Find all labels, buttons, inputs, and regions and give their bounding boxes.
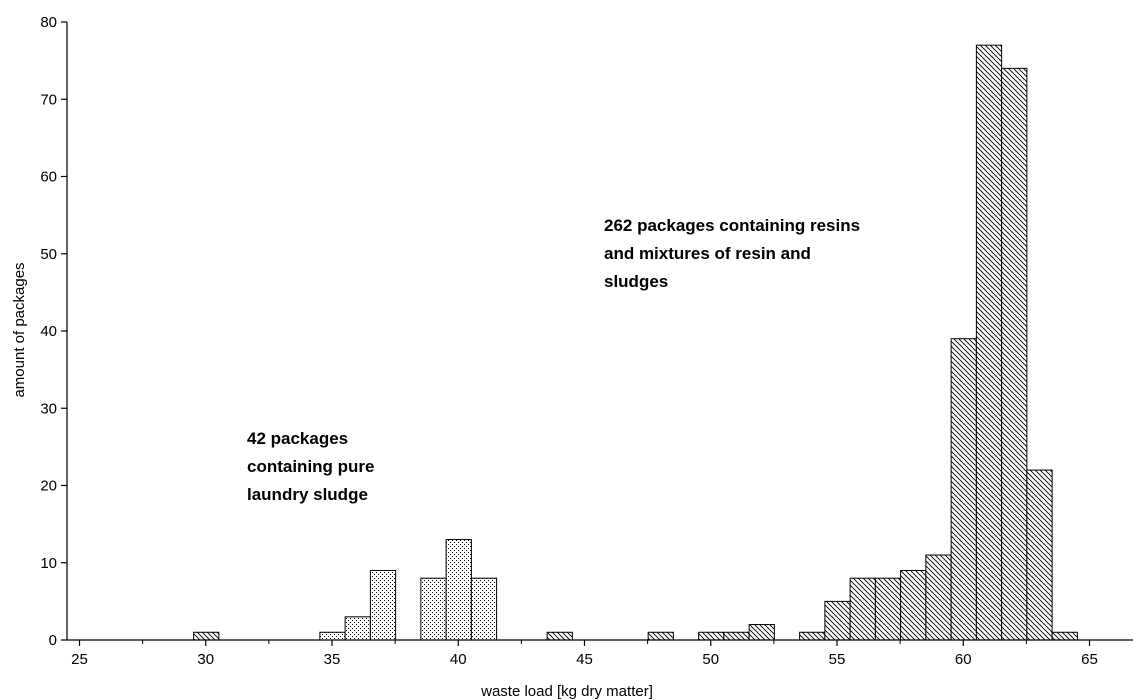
x-tick-label: 50 (702, 651, 719, 668)
y-tick-label: 50 (40, 246, 57, 263)
bar-dotted (445, 539, 472, 641)
y-tick-label: 80 (40, 14, 57, 31)
y-tick-label: 70 (40, 91, 57, 108)
bar-hatched (925, 554, 952, 641)
bar-hatched (824, 600, 851, 641)
bar-dotted (369, 569, 397, 641)
bar-hatched (849, 577, 876, 641)
annotation-line: laundry sludge (247, 485, 368, 504)
bar-dotted (319, 631, 346, 641)
bar-hatched (1001, 67, 1028, 641)
x-axis-title: waste load [kg dry matter] (480, 683, 653, 700)
annotation-line: sludges (604, 272, 668, 291)
y-tick-label: 60 (40, 169, 57, 186)
y-tick-label: 0 (49, 632, 57, 649)
bars-layer (193, 44, 1078, 641)
y-axis-ticks: 0 10 20 30 40 50 60 70 80 (40, 14, 67, 649)
bar-hatched (950, 338, 977, 641)
x-axis-ticks: 25 30 35 40 45 50 55 60 65 (71, 640, 1098, 668)
bar-hatched (723, 631, 750, 641)
bar-hatched (975, 44, 1003, 641)
y-tick-label: 40 (40, 323, 57, 340)
bar-hatched (193, 631, 220, 641)
bar-hatched (546, 631, 573, 641)
bar-hatched (1026, 469, 1053, 641)
bar-dotted (470, 577, 498, 641)
annotation-laundry-sludge: 42 packages containing pure laundry slud… (247, 429, 375, 504)
x-tick-label: 35 (324, 651, 341, 668)
bar-hatched (698, 631, 725, 641)
bar-hatched (647, 631, 674, 641)
bar-hatched (1051, 631, 1078, 641)
annotation-line: and mixtures of resin and (604, 244, 811, 263)
bar-hatched (874, 577, 902, 641)
annotation-line: containing pure (247, 457, 375, 476)
x-tick-label: 45 (576, 651, 593, 668)
annotation-line: 262 packages containing resins (604, 216, 860, 235)
annotation-line: 42 packages (247, 429, 348, 448)
y-tick-label: 30 (40, 400, 57, 417)
bar-hatched (900, 569, 927, 641)
bar-dotted (420, 577, 447, 641)
y-tick-label: 20 (40, 478, 57, 495)
bar-dotted (344, 616, 371, 641)
bar-hatched (799, 631, 826, 641)
x-tick-label: 25 (71, 651, 88, 668)
x-tick-label: 55 (829, 651, 846, 668)
x-tick-label: 40 (450, 651, 467, 668)
annotation-resins: 262 packages containing resins and mixtu… (604, 216, 860, 291)
x-tick-label: 60 (955, 651, 972, 668)
bar-hatched (748, 624, 775, 641)
y-axis-title: amount of packages (11, 262, 28, 397)
x-tick-label: 65 (1081, 651, 1098, 668)
y-tick-label: 10 (40, 555, 57, 572)
x-tick-label: 30 (197, 651, 214, 668)
